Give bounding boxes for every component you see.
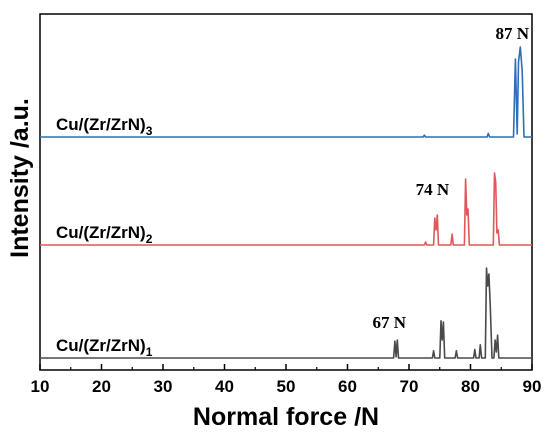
- series-label-3: Cu/(Zr/ZrN)3: [56, 115, 153, 138]
- label-layer: Cu/(Zr/ZrN)1 Cu/(Zr/ZrN)2 Cu/(Zr/ZrN)3 67 N…: [56, 24, 530, 359]
- peak-annotation-3: 87 N: [496, 24, 530, 43]
- x-axis: 10 20 30 40 50 60 70 80 90: [31, 364, 542, 396]
- series-label-2: Cu/(Zr/ZrN)2: [56, 223, 153, 246]
- series-line-3: [40, 46, 532, 138]
- x-tick-label: 20: [92, 377, 111, 396]
- x-tick-label: 90: [523, 377, 542, 396]
- plot-frame: [39, 13, 533, 371]
- series-line-2: [40, 172, 532, 246]
- x-tick-label: 70: [400, 377, 419, 396]
- series-label-1: Cu/(Zr/ZrN)1: [56, 336, 153, 359]
- x-tick-label: 60: [338, 377, 357, 396]
- series-layer: [40, 46, 532, 359]
- peak-annotation-2: 74 N: [416, 180, 450, 199]
- x-tick-label: 40: [215, 377, 234, 396]
- x-axis-title: Normal force /N: [193, 403, 379, 431]
- x-tick-label: 80: [461, 377, 480, 396]
- x-tick-label: 50: [277, 377, 296, 396]
- x-tick-label: 10: [31, 377, 50, 396]
- x-tick-label: 30: [154, 377, 173, 396]
- peak-annotation-1: 67 N: [373, 313, 407, 332]
- plot-border: [39, 13, 533, 371]
- y-axis-title: Intensity /a.u.: [6, 98, 34, 258]
- series-line-1: [40, 267, 532, 359]
